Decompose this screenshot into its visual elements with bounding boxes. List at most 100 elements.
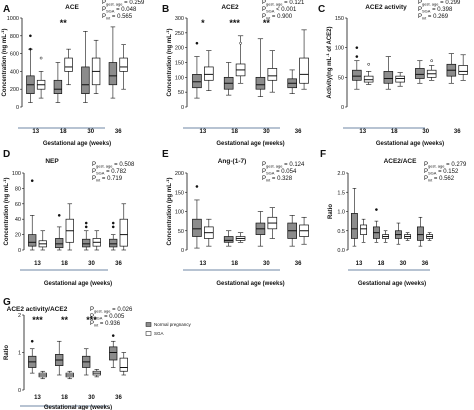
- box-sga: [395, 75, 405, 83]
- y-tick-label: 250: [175, 31, 184, 37]
- p-value: PSGA = 0.054: [262, 169, 297, 176]
- y-axis-label: Ratio: [328, 204, 334, 219]
- significance-marker: ***: [86, 315, 97, 325]
- legend-label: Normal pregnancy: [154, 322, 192, 327]
- p-value: Pint = 0.936: [90, 321, 121, 328]
- x-tick-label: 30: [88, 395, 95, 401]
- y-tick-label: 800: [10, 34, 19, 40]
- y-tick-label: 50: [178, 90, 184, 96]
- outlier-point: [111, 221, 115, 225]
- y-tick-label: 2.0: [337, 171, 345, 177]
- box-sga: [299, 57, 309, 84]
- box-normal: [28, 234, 37, 247]
- p-value: Pint = 0.562: [424, 176, 455, 183]
- outlier-point: [111, 334, 115, 337]
- box-normal: [223, 236, 234, 243]
- x-axis-label: Gestational age (weeks): [216, 141, 284, 147]
- y-tick-label: 200: [175, 171, 184, 177]
- y-tick-label: 1.5: [337, 190, 345, 196]
- y-tick-label: 50: [178, 229, 184, 235]
- box-sga: [267, 68, 278, 81]
- box-sga: [458, 65, 468, 75]
- outlier-point: [195, 41, 199, 45]
- x-axis-label: Gestational age (weeks): [43, 141, 111, 147]
- panel-title: ACE2: [221, 4, 239, 11]
- box-normal: [415, 68, 425, 79]
- y-tick-label: 2: [18, 313, 21, 319]
- box-normal: [350, 213, 358, 239]
- box-normal: [383, 71, 394, 84]
- x-tick-label: 13: [356, 261, 363, 267]
- p-value: PSGA = 0.048: [102, 7, 137, 14]
- y-tick-label: 100: [175, 75, 184, 81]
- significance-marker: **: [60, 18, 68, 28]
- legend-swatch-normal: [145, 322, 152, 327]
- outlier-point: [84, 225, 88, 229]
- p-value: Pgest. age = 0.508: [92, 162, 135, 169]
- panel-letter: F: [320, 149, 326, 160]
- outlier-point: [355, 46, 359, 50]
- outlier-point: [375, 208, 378, 211]
- y-tick-label: 0: [341, 105, 344, 111]
- p-value: Pgest. age = 0.121: [262, 0, 305, 7]
- outlier-point: [29, 47, 32, 51]
- x-axis-label: Gestational age (weeks): [216, 281, 284, 287]
- y-axis-label: Concentration (ng mL-1): [2, 178, 10, 246]
- y-tick-label: 0: [18, 388, 21, 394]
- p-value: PSGA = 0.152: [424, 169, 459, 176]
- y-tick-label: 0: [16, 105, 19, 111]
- p-value: PSGA = 0.005: [90, 314, 125, 321]
- box-sga: [204, 66, 214, 81]
- y-tick-label: 80: [15, 186, 21, 192]
- y-tick-label: 1: [18, 351, 21, 357]
- x-tick-label: 36: [115, 261, 122, 267]
- p-value: Pgest. age = 0.259: [102, 0, 145, 7]
- x-tick-label: 30: [87, 129, 94, 135]
- x-tick-label: 36: [422, 261, 429, 267]
- x-tick-label: 36: [115, 129, 122, 135]
- box-sga: [360, 224, 368, 235]
- x-tick-label: 18: [391, 129, 398, 135]
- p-value: Pgest. age = 0.279: [424, 162, 467, 169]
- p-value: PSGA = 0.398: [418, 7, 453, 14]
- legend-swatch-sga: [145, 331, 152, 336]
- significance-marker: **: [61, 315, 69, 325]
- x-tick-label: 13: [34, 261, 41, 267]
- box-normal: [55, 238, 64, 249]
- box-normal: [108, 62, 118, 86]
- x-tick-label: 18: [60, 129, 67, 135]
- p-value: Pint = 0.565: [102, 14, 133, 21]
- p-value: Pgest. age = 0.124: [262, 162, 305, 169]
- outlier-point: [239, 41, 242, 45]
- x-tick-label: 18: [378, 261, 385, 267]
- outlier-point: [430, 59, 434, 63]
- p-value: Pint = 0.328: [262, 176, 293, 183]
- x-tick-label: 18: [61, 261, 68, 267]
- x-tick-label: 30: [263, 261, 270, 267]
- y-tick-label: 600: [10, 52, 19, 58]
- outlier-point: [367, 62, 371, 66]
- x-tick-label: 30: [88, 261, 95, 267]
- panel-letter: E: [162, 149, 169, 160]
- box-normal: [81, 66, 90, 94]
- y-tick-label: 0: [181, 105, 184, 111]
- x-tick-label: 13: [359, 129, 366, 135]
- p-value: PSGA = 0.782: [92, 169, 127, 176]
- x-tick-label: 18: [231, 129, 238, 135]
- outlier-point: [111, 225, 115, 229]
- y-tick-label: 0.5: [337, 229, 345, 235]
- panel-title: ACE: [65, 4, 79, 11]
- box-normal: [192, 218, 202, 237]
- significance-marker: ***: [32, 315, 43, 325]
- x-tick-label: 18: [231, 261, 238, 267]
- y-axis-label: Ratio: [4, 345, 10, 360]
- y-tick-label: 1.0: [337, 210, 345, 216]
- panel-letter: D: [3, 149, 10, 160]
- y-tick-label: 300: [175, 16, 184, 22]
- box-normal: [416, 226, 424, 241]
- x-axis-label: Gestational age (weeks): [44, 281, 112, 287]
